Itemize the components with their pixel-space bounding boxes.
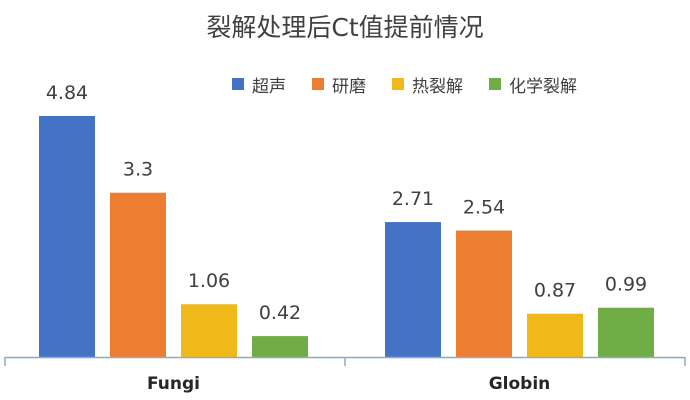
legend-swatch-chemical-lysis xyxy=(489,78,501,90)
bar-globin-chemical-lysis xyxy=(598,307,654,357)
legend-swatch-grinding xyxy=(312,78,324,90)
legend-swatch-thermal-lysis xyxy=(392,78,404,90)
value-label-fungi-ultrasound: 4.84 xyxy=(46,82,88,104)
bar-globin-grinding xyxy=(456,230,512,357)
legend-swatch-ultrasound xyxy=(232,78,244,90)
bar-fungi-chemical-lysis xyxy=(252,336,308,357)
bar-fungi-thermal-lysis xyxy=(181,304,237,357)
value-label-globin-thermal-lysis: 0.87 xyxy=(534,280,576,302)
legend-item-grinding: 研磨 xyxy=(312,72,366,97)
legend-item-thermal-lysis: 热裂解 xyxy=(392,72,463,97)
legend-label-chemical-lysis: 化学裂解 xyxy=(509,76,577,97)
bar-globin-thermal-lysis xyxy=(527,313,583,357)
value-label-globin-ultrasound: 2.71 xyxy=(392,188,434,210)
bar-fungi-ultrasound xyxy=(39,116,95,357)
legend-label-grinding: 研磨 xyxy=(332,76,366,97)
legend-item-chemical-lysis: 化学裂解 xyxy=(489,72,577,97)
value-label-globin-chemical-lysis: 0.99 xyxy=(605,274,647,296)
value-label-fungi-grinding: 3.3 xyxy=(123,159,153,181)
chart-title: 裂解处理后Ct值提前情况 xyxy=(206,13,484,42)
category-label-fungi: Fungi xyxy=(147,374,200,394)
value-label-fungi-chemical-lysis: 0.42 xyxy=(259,302,301,324)
bar-fungi-grinding xyxy=(110,192,166,357)
legend-label-thermal-lysis: 热裂解 xyxy=(412,76,463,97)
bar-globin-ultrasound xyxy=(385,222,441,357)
legend-item-ultrasound: 超声 xyxy=(232,72,286,97)
value-label-globin-grinding: 2.54 xyxy=(463,197,505,219)
legend: 超声 研磨 热裂解 化学裂解 xyxy=(232,72,577,97)
category-label-globin: Globin xyxy=(489,374,551,394)
legend-label-ultrasound: 超声 xyxy=(252,76,286,97)
value-label-fungi-thermal-lysis: 1.06 xyxy=(188,270,230,292)
